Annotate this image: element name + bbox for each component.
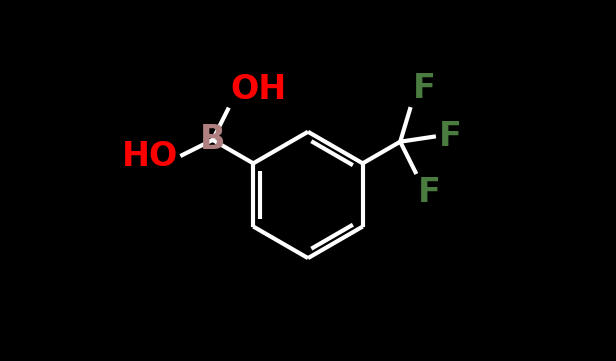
Text: B: B	[200, 123, 225, 156]
Text: F: F	[418, 176, 441, 209]
Text: F: F	[412, 72, 436, 105]
Text: F: F	[439, 120, 461, 153]
Text: HO: HO	[123, 140, 179, 173]
Text: OH: OH	[230, 73, 287, 106]
